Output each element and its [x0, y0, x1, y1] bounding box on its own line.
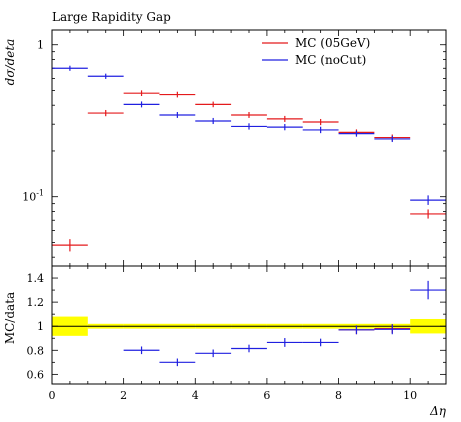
ratio-series-1: [123, 280, 446, 367]
main-series-0: [52, 90, 446, 252]
ratio-y-tick-label-0: 0.6: [27, 368, 45, 381]
x-axis-label: Δη: [429, 404, 447, 418]
ratio-y-axis-label: MC/data: [3, 292, 17, 344]
legend-label-mc-05gev: MC (05GeV): [295, 36, 370, 50]
legend-label-mc-nocut: MC (noCut): [295, 53, 366, 67]
ratio-y-tick-label-4: 1.4: [27, 272, 45, 285]
x-tick-label-5: 10: [403, 389, 417, 402]
main-series-1: [52, 65, 446, 205]
main-series-layer: [52, 65, 446, 252]
main-panel: Large Rapidity Gap dσ/deta 1 10-1 MC (05G…: [3, 10, 447, 267]
legend: MC (05GeV) MC (noCut): [262, 36, 370, 67]
x-ticks: 0 2 4 6 8 10: [49, 30, 447, 402]
ratio-y-tick-label-1: 0.8: [27, 344, 45, 357]
x-tick-label-3: 6: [263, 389, 270, 402]
ratio-y-tick-label-2: 1: [37, 320, 44, 333]
main-y-ticks: 1 10-1: [22, 39, 446, 258]
main-y-tick-label-0: 1: [37, 39, 44, 52]
chart-title: Large Rapidity Gap: [52, 10, 171, 24]
ratio-panel: MC/data 0.6 0.8 1 1.2 1.4 0 2 4 6 8 10 Δη: [3, 30, 447, 418]
x-tick-label-2: 4: [192, 389, 199, 402]
ratio-uncertainty-band: [52, 316, 446, 336]
x-tick-label-0: 0: [49, 389, 56, 402]
ratio-series-layer: [123, 280, 446, 367]
main-y-axis-label: dσ/deta: [3, 39, 17, 86]
x-tick-label-1: 2: [120, 389, 127, 402]
ratio-frame: [51, 265, 447, 385]
main-y-tick-label-1: 10-1: [22, 189, 44, 204]
main-frame: [51, 29, 447, 267]
ratio-y-tick-label-3: 1.2: [27, 296, 45, 309]
main-y-tick-label-1-exponent: -1: [36, 189, 44, 198]
ratio-y-ticks: 0.6 0.8 1 1.2 1.4: [27, 272, 446, 381]
x-tick-label-4: 8: [335, 389, 342, 402]
